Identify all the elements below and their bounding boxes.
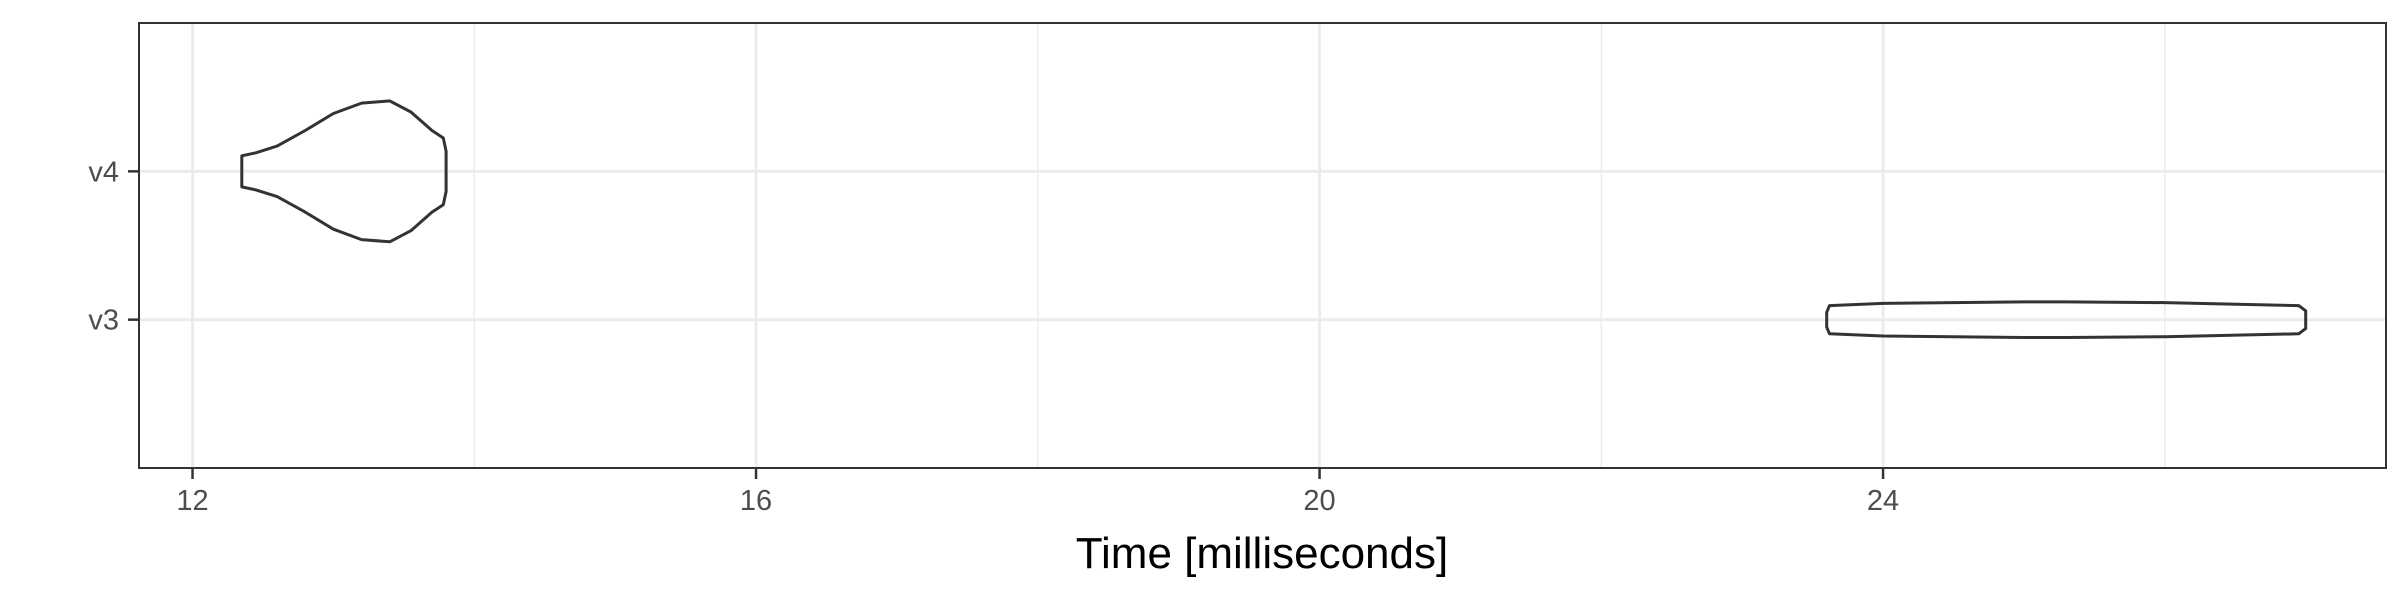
major-gridlines [139, 23, 2386, 468]
x-axis: 12 16 20 24 [176, 468, 1899, 517]
x-tick-label: 24 [1867, 485, 1899, 517]
x-tick-label: 16 [740, 485, 772, 517]
violins [240, 99, 2308, 339]
y-tick-label: v4 [88, 156, 119, 188]
minor-gridlines [473, 23, 2166, 468]
violin-v4 [240, 99, 448, 244]
y-axis: v3 v4 [88, 156, 139, 337]
plot-panel-border [138, 22, 2387, 469]
x-tick-label: 12 [176, 485, 208, 517]
violin-v3 [1825, 300, 2308, 339]
x-tick-label: 20 [1303, 485, 1335, 517]
x-axis-title: Time [milliseconds] [1076, 529, 1448, 578]
y-tick-label: v3 [88, 305, 119, 337]
